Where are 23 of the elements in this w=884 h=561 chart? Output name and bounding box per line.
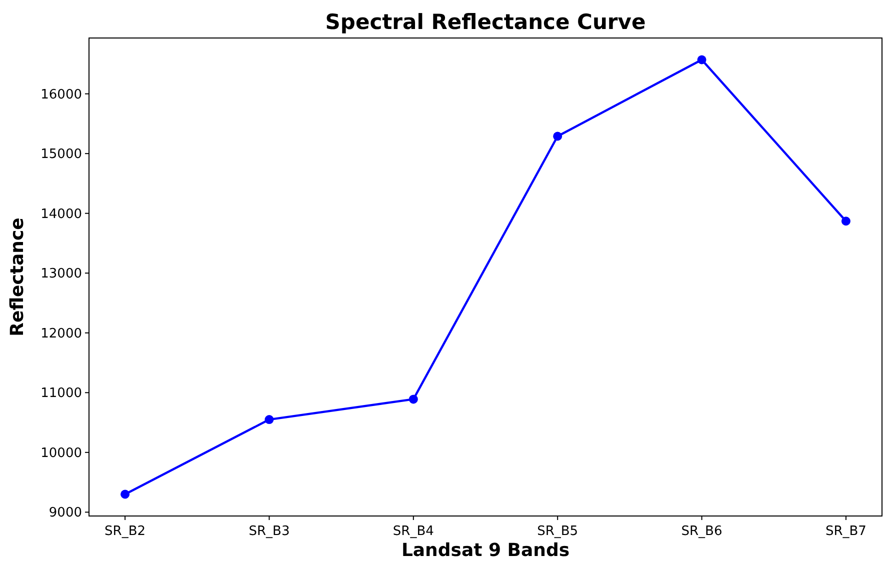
x-tick-label: SR_B5 [537,524,578,539]
y-tick-label: 10000 [40,446,82,461]
y-tick-label: 9000 [48,506,82,521]
point [553,132,562,141]
y-tick-label: 16000 [40,87,82,102]
x-tick-label: SR_B2 [104,524,146,539]
point [841,216,850,226]
y-axis-title: Reflectance [7,218,28,336]
y-tick-label: 12000 [40,326,82,342]
point [264,415,274,424]
x-tick-label: SR_B7 [825,524,866,539]
point [120,490,130,499]
chart-title: Spectral Reflectance Curve [325,10,646,34]
x-tick-label: SR_B6 [681,524,722,539]
x-axis-title: Landsat 9 Bands [401,540,570,561]
y-tick-label: 13000 [40,266,82,282]
y-tick-label: 15000 [40,147,82,162]
y-tick-label: 14000 [40,206,82,222]
x-tick-label: SR_B4 [392,524,434,539]
y-tick-label: 11000 [40,386,82,402]
point [697,55,706,64]
x-tick-label: SR_B3 [248,524,290,539]
point [408,394,418,404]
